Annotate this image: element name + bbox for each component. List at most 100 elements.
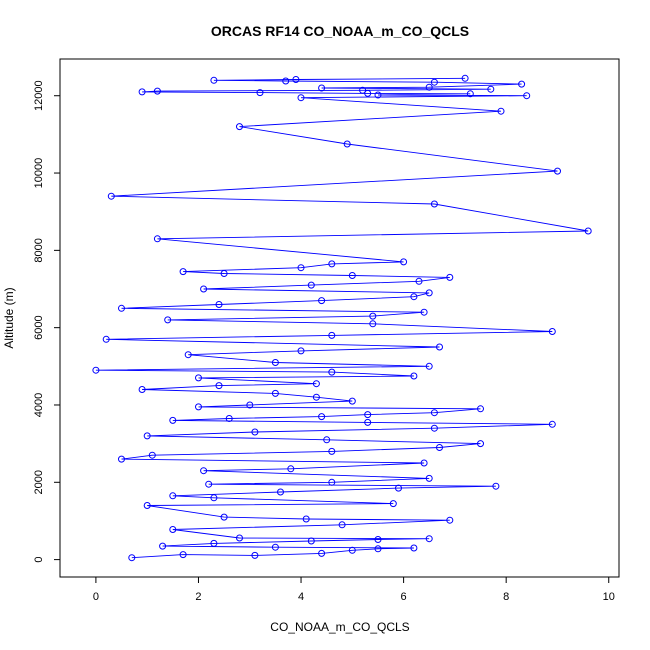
data-point xyxy=(251,551,259,559)
data-point xyxy=(169,416,177,424)
data-point xyxy=(395,484,402,492)
data-points xyxy=(92,74,592,562)
data-point xyxy=(374,545,382,553)
data-point xyxy=(118,304,125,312)
data-point xyxy=(410,293,418,301)
data-point xyxy=(410,372,418,380)
data-point xyxy=(148,451,156,459)
data-point xyxy=(446,516,454,524)
data-point xyxy=(430,424,438,432)
data-point xyxy=(164,316,172,324)
data-point xyxy=(143,502,151,509)
data-point xyxy=(554,167,561,175)
data-point xyxy=(420,459,428,467)
data-point xyxy=(487,85,495,93)
x-axis-label: CO_NOAA_m_CO_QCLS xyxy=(270,620,409,634)
data-point xyxy=(400,258,408,266)
data-point xyxy=(523,92,531,100)
x-axis: 0 2 4 6 8 10 xyxy=(93,577,615,603)
data-point xyxy=(430,409,438,417)
data-point xyxy=(425,474,433,482)
data-point xyxy=(323,436,331,444)
data-point xyxy=(195,403,202,411)
data-point xyxy=(153,235,161,243)
data-point xyxy=(348,546,356,554)
data-point xyxy=(492,482,500,490)
data-point xyxy=(200,285,208,293)
data-point xyxy=(364,418,372,426)
data-point xyxy=(153,87,161,95)
data-point xyxy=(271,543,279,551)
data-point xyxy=(436,444,443,451)
data-point xyxy=(307,537,315,545)
data-point xyxy=(143,432,151,440)
data-point xyxy=(364,411,372,419)
y-tick-label: 2000 xyxy=(33,470,45,494)
x-tick-label: 2 xyxy=(195,591,201,603)
x-tick-label: 8 xyxy=(503,591,509,603)
data-point xyxy=(297,347,305,355)
y-tick-label: 8000 xyxy=(33,238,45,262)
data-point xyxy=(415,277,423,285)
data-point xyxy=(328,447,336,455)
data-point xyxy=(328,331,336,339)
data-point xyxy=(297,94,305,102)
data-point xyxy=(477,405,484,413)
data-point xyxy=(548,420,556,428)
data-point xyxy=(466,90,474,98)
data-point xyxy=(282,77,290,85)
data-point xyxy=(225,415,233,422)
data-point xyxy=(436,343,443,351)
data-point xyxy=(128,554,136,562)
x-tick-label: 4 xyxy=(298,591,304,603)
data-point xyxy=(307,281,315,289)
data-point xyxy=(195,374,202,382)
data-point xyxy=(210,494,218,502)
data-point xyxy=(348,272,356,279)
data-point xyxy=(246,401,254,409)
data-point xyxy=(477,440,484,448)
data-point xyxy=(271,359,279,366)
data-point xyxy=(184,351,192,359)
data-point xyxy=(425,289,433,297)
y-axis-label: Altitude (m) xyxy=(2,287,16,348)
data-point xyxy=(389,500,397,508)
x-tick-label: 10 xyxy=(603,591,615,603)
data-point xyxy=(425,362,433,370)
data-point xyxy=(215,382,223,390)
data-point xyxy=(328,260,336,268)
data-point xyxy=(107,192,115,200)
data-point xyxy=(297,264,305,272)
data-point xyxy=(220,513,228,521)
data-point xyxy=(102,335,110,343)
data-point xyxy=(200,467,208,475)
data-point xyxy=(374,91,382,99)
data-point xyxy=(236,123,243,131)
y-axis: 0 2000 4000 6000 8000 10000 12000 xyxy=(33,80,60,563)
x-tick-label: 0 xyxy=(93,591,99,603)
data-point xyxy=(584,227,592,235)
data-point xyxy=(338,521,346,529)
data-point xyxy=(215,301,223,308)
data-point xyxy=(271,389,279,397)
data-point xyxy=(328,368,336,376)
data-point xyxy=(205,480,213,488)
data-point xyxy=(497,107,505,115)
chart-title: ORCAS RF14 CO_NOAA_m_CO_QCLS xyxy=(211,23,469,39)
data-point xyxy=(430,200,438,208)
data-point xyxy=(277,488,284,496)
data-point xyxy=(420,308,428,316)
data-point xyxy=(425,83,433,91)
y-tick-label: 4000 xyxy=(33,393,45,417)
data-point xyxy=(179,551,187,559)
data-point xyxy=(343,140,351,148)
data-point xyxy=(210,539,218,547)
data-point xyxy=(318,549,326,557)
data-point xyxy=(169,526,177,533)
data-point xyxy=(461,74,469,82)
data-point xyxy=(312,380,320,388)
data-point xyxy=(369,320,377,328)
series-connector xyxy=(95,77,589,559)
data-point xyxy=(92,366,100,374)
data-point xyxy=(251,428,259,436)
